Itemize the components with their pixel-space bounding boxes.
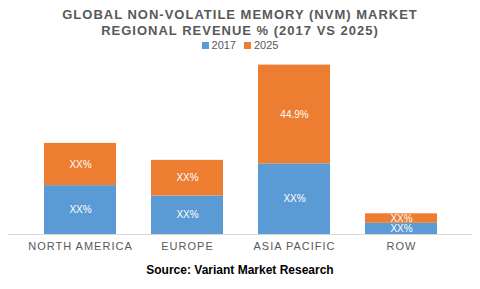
svg-text:XX%: XX% xyxy=(390,213,412,224)
svg-text:EUROPE: EUROPE xyxy=(161,240,213,252)
svg-text:XX%: XX% xyxy=(69,204,91,215)
html-text:Source: Variant Market Researc: Source: Variant Market Research xyxy=(146,263,334,277)
html-text:2017: 2017 xyxy=(211,39,236,51)
svg-text:XX%: XX% xyxy=(69,159,91,170)
html-text:GLOBAL NON-VOLATILE MEMORY (NV: GLOBAL NON-VOLATILE MEMORY (NVM) MARKET … xyxy=(62,7,418,38)
svg-text:XX%: XX% xyxy=(176,172,198,183)
svg-text:44.9%: 44.9% xyxy=(280,109,308,120)
html-text:2025: 2025 xyxy=(254,39,279,51)
svg-text:XX%: XX% xyxy=(176,209,198,220)
svg-text:XX%: XX% xyxy=(283,193,305,204)
svg-text:ASIA PACIFIC: ASIA PACIFIC xyxy=(253,240,335,252)
svg-text:XX%: XX% xyxy=(390,223,412,234)
svg-text:NORTH AMERICA: NORTH AMERICA xyxy=(28,240,132,252)
svg-text:ROW: ROW xyxy=(387,240,417,252)
